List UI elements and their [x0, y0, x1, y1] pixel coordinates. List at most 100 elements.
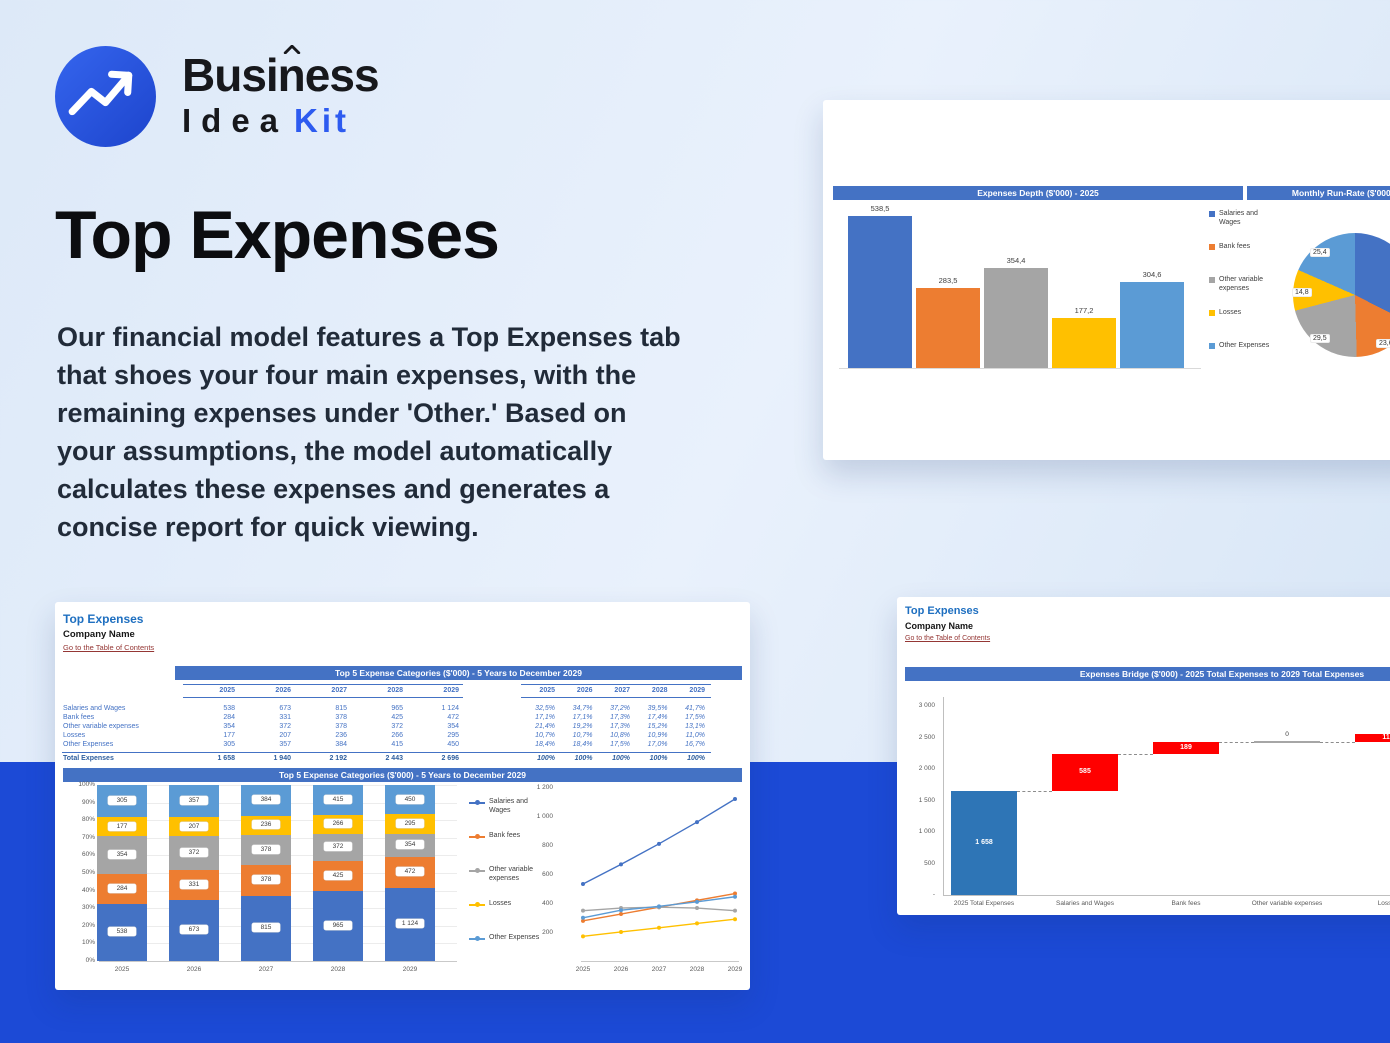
y-tick-label: 500	[924, 859, 935, 867]
total-pct-cell: 100%	[687, 755, 705, 762]
brand-wordmark: Business Idea Kit	[182, 45, 380, 139]
waterfall-bar	[1153, 741, 1219, 754]
brand-logo-icon	[55, 46, 156, 147]
stack-value-label: 450	[396, 794, 424, 804]
bar-value-label: 538,5	[870, 204, 890, 213]
year-header: 2025	[539, 687, 555, 694]
bar-value-label: 304,6	[1142, 270, 1162, 279]
y-tick-label: 1 000	[536, 813, 553, 820]
line-marker	[657, 841, 661, 846]
x-tick-label: Losses	[1377, 900, 1390, 907]
pie-value-label: 29,5	[1310, 334, 1330, 343]
pct-cell: 10,9%	[647, 732, 668, 739]
stack-value-label: 378	[252, 875, 280, 885]
waterfall-value-label: 118	[1382, 734, 1390, 742]
stack-value-label: 354	[396, 840, 424, 850]
x-tick-label: 2026	[613, 966, 629, 973]
waterfall-connector	[1320, 741, 1355, 743]
stack-value-label: 331	[180, 879, 208, 889]
x-tick-label: 2025 Total Expenses	[953, 900, 1015, 907]
top5-expenses-sheet: Top Expenses Company Name Go to the Tabl…	[55, 602, 750, 990]
stack-value-label: 815	[252, 923, 280, 933]
y-tick-label: 90%	[81, 798, 95, 806]
value-cell: 472	[447, 714, 459, 721]
table-rule	[183, 684, 463, 698]
total-rule	[62, 752, 711, 753]
pct-cell: 17,1%	[535, 714, 555, 721]
table-of-contents-link[interactable]: Go to the Table of Contents	[905, 635, 991, 642]
year-header: 2027	[331, 687, 347, 694]
y-tick-label: 1 500	[918, 796, 935, 804]
pct-cell: 10,7%	[535, 732, 555, 739]
line-marker	[619, 862, 623, 867]
pct-cell: 18,4%	[572, 741, 593, 748]
value-cell: 1 124	[441, 705, 459, 712]
year-header: 2026	[576, 687, 593, 694]
pct-cell: 18,4%	[535, 741, 555, 748]
brand-logo: Business Idea Kit	[55, 45, 380, 147]
y-tick-label: 30%	[81, 904, 95, 912]
bar	[1120, 282, 1184, 368]
row-label: Salaries and Wages	[63, 705, 126, 712]
y-tick-label: 2 500	[918, 733, 935, 741]
pct-cell: 16,7%	[685, 741, 705, 748]
value-cell: 378	[335, 714, 347, 721]
pie-value-label: 14,8	[1292, 288, 1312, 297]
total-cell: 2 192	[329, 755, 347, 762]
brand-sub-kit: Kit	[294, 102, 351, 139]
row-label: Other Expenses	[63, 741, 114, 748]
legend-label: Salaries and Wages	[489, 798, 528, 814]
year-header: 2028	[387, 687, 403, 694]
table-of-contents-link[interactable]: Go to the Table of Contents	[63, 643, 155, 652]
value-cell: 357	[279, 741, 291, 748]
value-cell: 177	[223, 732, 235, 739]
pct-cell: 39,5%	[647, 705, 668, 712]
value-cell: 305	[223, 741, 235, 748]
value-cell: 236	[335, 732, 347, 739]
pct-cell: 17,4%	[647, 714, 668, 721]
x-tick-label: 2029	[727, 966, 743, 973]
y-tick-label: 400	[542, 900, 553, 907]
y-tick-label: 200	[542, 929, 553, 936]
stack-value-label: 378	[252, 844, 280, 854]
legend-marker	[475, 902, 480, 907]
waterfall-connector	[1017, 790, 1052, 792]
waterfall-value-label: 0	[1285, 730, 1289, 738]
line-marker	[733, 797, 737, 802]
y-tick-label: 20%	[81, 921, 95, 929]
x-tick-label: 2026	[186, 966, 202, 973]
waterfall-bar	[1355, 734, 1390, 742]
total-cell: 1 940	[273, 755, 291, 762]
table-rule	[521, 684, 711, 698]
line-marker	[657, 925, 661, 930]
total-cell: 2 443	[385, 755, 403, 762]
row-label: Other variable expenses	[63, 723, 139, 730]
stack-value-label: 472	[396, 867, 424, 877]
value-cell: 538	[223, 705, 235, 712]
value-cell: 266	[391, 732, 403, 739]
stack-value-label: 372	[324, 842, 352, 852]
stack-value-label: 266	[324, 819, 352, 829]
row-label: Bank fees	[63, 714, 95, 721]
description-line: calculates these expenses and generates …	[57, 474, 610, 504]
legend-marker	[475, 834, 480, 839]
value-cell: 295	[447, 732, 459, 739]
stack-value-label: 295	[396, 819, 424, 829]
y-tick-label: 600	[542, 871, 553, 878]
stacked-chart-title: Top 5 Expense Categories ($'000) - 5 Yea…	[63, 768, 742, 782]
total-pct-cell: 100%	[574, 755, 593, 762]
value-cell: 207	[279, 732, 291, 739]
pie-value-label: 23,6	[1376, 339, 1390, 348]
waterfall-value-label: 189	[1180, 743, 1192, 751]
bar-value-label: 177,2	[1074, 306, 1094, 315]
y-tick-label: 0%	[85, 957, 95, 964]
gridline	[99, 961, 457, 962]
stack-value-label: 207	[180, 821, 208, 831]
y-tick-label: 1 000	[918, 828, 935, 835]
x-tick-label: 2028	[330, 966, 346, 973]
y-tick-label: 60%	[81, 851, 95, 859]
x-tick-label: 2025	[114, 966, 130, 973]
year-header: 2025	[219, 687, 235, 694]
legend-marker	[475, 936, 480, 941]
legend-label: Losses	[489, 900, 512, 907]
